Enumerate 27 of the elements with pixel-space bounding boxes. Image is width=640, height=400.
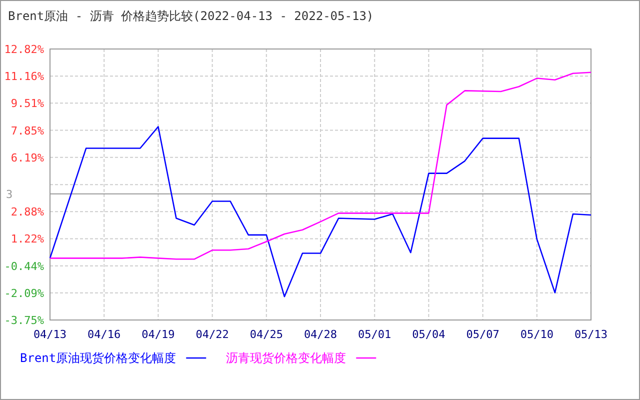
x-tick-label: 04/19	[142, 328, 175, 341]
x-tick-label: 04/16	[88, 328, 121, 341]
line-series	[49, 126, 592, 298]
y-tick-label: -3.75%	[4, 314, 44, 327]
x-tick-label: 05/13	[574, 328, 608, 341]
y-tick-label: 9.51%	[10, 97, 44, 110]
line-series	[49, 72, 592, 260]
y-tick-label: 7.85%	[10, 124, 44, 138]
chart-title: Brent原油 - 沥青 价格趋势比较(2022-04-13 - 2022-05-13)	[8, 9, 374, 23]
y-tick-label: 2.88%	[10, 206, 44, 219]
y-tick-label: 6.19%	[10, 151, 44, 164]
y-tick-label: -2.09%	[4, 286, 44, 300]
y-tick-label: 12.82%	[4, 43, 44, 56]
x-tick-label: 04/13	[33, 328, 67, 341]
x-tick-label: 05/10	[520, 328, 554, 341]
x-tick-label: 04/25	[250, 328, 283, 341]
legend-label: 沥青现货价格变化幅度	[226, 351, 346, 365]
y-tick-label: -0.44%	[4, 260, 44, 273]
x-tick-label: 05/04	[412, 328, 446, 341]
legend-label: Brent原油现货价格变化幅度	[20, 351, 176, 365]
text: 3	[6, 188, 13, 201]
x-tick-label: 04/22	[196, 328, 229, 341]
x-tick-label: 05/07	[466, 328, 500, 341]
y-tick-label: 1.22%	[10, 232, 44, 246]
y-tick-label: 11.16%	[4, 70, 44, 84]
x-tick-label: 04/28	[304, 328, 338, 341]
x-tick-label: 05/01	[358, 328, 392, 341]
